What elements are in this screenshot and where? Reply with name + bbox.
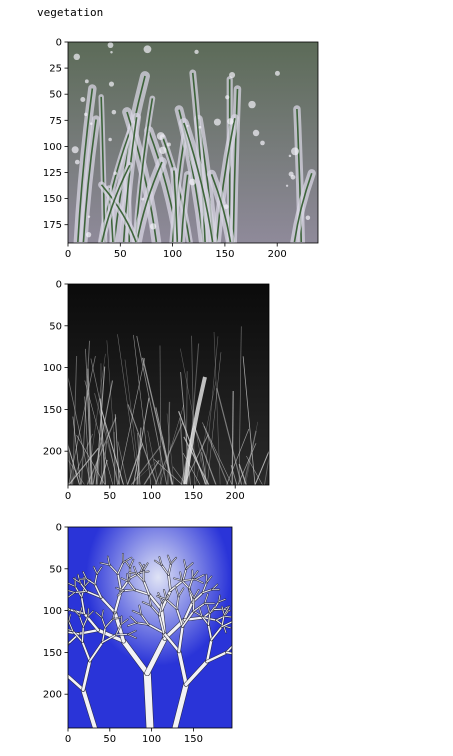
- image-ice-grass: [68, 42, 318, 243]
- y-tick-label: 50: [49, 564, 62, 575]
- y-tick-label: 125: [43, 168, 62, 179]
- x-tick-label: 200: [268, 249, 287, 260]
- x-tick-label: 200: [226, 491, 245, 502]
- y-tick-label: 175: [43, 220, 62, 231]
- y-axis: 0 50 100 150 200: [43, 523, 68, 701]
- axes-frame: [67, 283, 270, 486]
- axes-frame: [67, 526, 233, 729]
- figure-ice-grass: 0 50 100 150 200 0 25 50 75 100 125 150 175: [43, 38, 319, 260]
- y-axis: 0 25 50 75 100 125 150 175: [43, 38, 68, 231]
- x-axis: 0 50 100 150: [65, 728, 203, 745]
- axes-frame: [67, 41, 319, 244]
- image-night-grass: [68, 284, 269, 485]
- y-tick-label: 0: [56, 38, 62, 49]
- y-tick-label: 150: [43, 648, 62, 659]
- figure-night-grass: 0 50 100 150 200 0 50 100 150 200: [43, 280, 270, 502]
- x-tick-label: 0: [65, 249, 71, 260]
- y-tick-label: 100: [43, 606, 62, 617]
- image-frosted-tree: [68, 527, 232, 728]
- y-tick-label: 50: [49, 90, 62, 101]
- x-tick-label: 100: [163, 249, 182, 260]
- y-tick-label: 0: [56, 280, 62, 291]
- x-tick-label: 50: [103, 734, 116, 745]
- y-tick-label: 50: [49, 321, 62, 332]
- y-tick-label: 100: [43, 363, 62, 374]
- y-axis: 0 50 100 150 200: [43, 280, 68, 458]
- x-tick-label: 50: [114, 249, 127, 260]
- x-tick-label: 0: [65, 491, 71, 502]
- y-tick-label: 75: [49, 116, 62, 127]
- x-axis: 0 50 100 150 200: [65, 243, 287, 260]
- figure-frosted-tree: 0 50 100 150 0 50 100 150 200: [43, 523, 233, 745]
- x-axis: 0 50 100 150 200: [65, 485, 245, 502]
- x-tick-label: 100: [142, 491, 161, 502]
- x-tick-label: 150: [215, 249, 234, 260]
- y-tick-label: 150: [43, 405, 62, 416]
- printed-output-text: vegetation: [37, 6, 104, 19]
- x-tick-label: 150: [184, 734, 203, 745]
- x-tick-label: 100: [142, 734, 161, 745]
- y-tick-label: 0: [56, 523, 62, 534]
- x-tick-label: 0: [65, 734, 71, 745]
- y-tick-label: 200: [43, 690, 62, 701]
- y-tick-label: 200: [43, 447, 62, 458]
- y-tick-label: 150: [43, 194, 62, 205]
- y-tick-label: 25: [49, 64, 62, 75]
- y-tick-label: 100: [43, 142, 62, 153]
- x-tick-label: 150: [184, 491, 203, 502]
- x-tick-label: 50: [103, 491, 116, 502]
